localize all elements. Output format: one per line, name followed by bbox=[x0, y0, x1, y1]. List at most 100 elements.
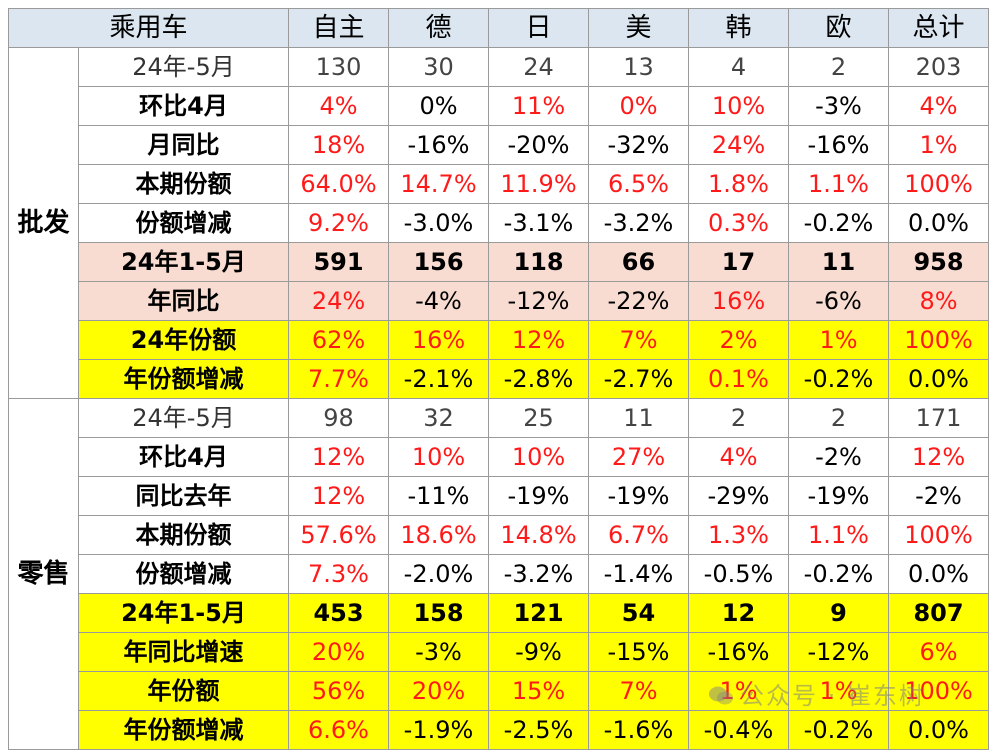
table-row: 批发 24年-5月 130 30 24 13 4 2 203 bbox=[8, 47, 989, 399]
row-label: 本期份额 bbox=[78, 164, 289, 204]
table-cell: 12 bbox=[688, 593, 789, 633]
table-cell: 6.6% bbox=[288, 710, 389, 750]
row-label: 24年份额 bbox=[78, 320, 289, 360]
table-cell: 1% bbox=[888, 125, 989, 165]
table-cell: 17 bbox=[688, 242, 789, 282]
table-cell: 16% bbox=[388, 320, 489, 360]
table-cell: -19% bbox=[588, 476, 689, 516]
table-cell: -1.6% bbox=[588, 710, 689, 750]
table-cell: -2.0% bbox=[388, 554, 489, 594]
table-cell: 11% bbox=[488, 86, 589, 126]
table-cell: 7.7% bbox=[288, 359, 389, 399]
table-cell: -3% bbox=[388, 632, 489, 672]
table-cell: -1.4% bbox=[588, 554, 689, 594]
table-row: 份额增减 9.2% -3.0% -3.1% -3.2% 0.3% -0.2% 0.0% bbox=[9, 203, 989, 243]
table-cell: 1% bbox=[788, 320, 889, 360]
row-label: 24年-5月 bbox=[78, 47, 289, 87]
row-label: 年同比 bbox=[78, 281, 289, 321]
table-cell: 54 bbox=[588, 593, 689, 633]
table-row: 年同比 24% -4% -12% -22% 16% -6% 8% bbox=[9, 281, 989, 321]
table-cell: 57.6% bbox=[288, 515, 389, 555]
table-cell: 158 bbox=[388, 593, 489, 633]
table-cell: 13 bbox=[588, 47, 689, 87]
table-cell: -15% bbox=[588, 632, 689, 672]
row-label: 环比4月 bbox=[78, 86, 289, 126]
table-cell: 0.0% bbox=[888, 554, 989, 594]
table-cell: 27% bbox=[588, 437, 689, 477]
table-cell: 98 bbox=[288, 398, 389, 438]
table-row: 环比4月 4% 0% 11% 0% 10% -3% 4% bbox=[9, 86, 989, 126]
group-label: 批发 bbox=[8, 47, 79, 399]
table-cell: -2.7% bbox=[588, 359, 689, 399]
table-cell: -3.1% bbox=[488, 203, 589, 243]
table-cell: 66 bbox=[588, 242, 689, 282]
table-row: 环比4月 12% 10% 10% 27% 4% -2% 12% bbox=[9, 437, 989, 477]
table-cell: 2 bbox=[788, 47, 889, 87]
table-row: 零售 24年-5月 98 32 25 11 2 2 171 bbox=[8, 398, 989, 750]
table-row: 24年1-5月 591 156 118 66 17 11 958 bbox=[9, 242, 989, 282]
table-cell: 12% bbox=[288, 437, 389, 477]
table-cell: 0% bbox=[588, 86, 689, 126]
data-table: 乘用车 自主 德 日 美 韩 欧 总计 批发 24年-5月 130 30 24 13 4 2 2… bbox=[8, 8, 989, 750]
table-row: 月同比 18% -16% -20% -32% 24% -16% 1% bbox=[9, 125, 989, 165]
table-cell: 1.1% bbox=[788, 164, 889, 204]
table-row: 24年1-5月 453 158 121 54 12 9 807 bbox=[9, 593, 989, 633]
table-cell: 203 bbox=[888, 47, 989, 87]
row-label: 24年1-5月 bbox=[78, 593, 289, 633]
row-label: 本期份额 bbox=[78, 515, 289, 555]
table-cell: 18.6% bbox=[388, 515, 489, 555]
table-cell: 0.1% bbox=[688, 359, 789, 399]
table-cell: 6.7% bbox=[588, 515, 689, 555]
table-cell: -16% bbox=[788, 125, 889, 165]
table-row: 本期份额 57.6% 18.6% 14.8% 6.7% 1.3% 1.1% 100% bbox=[9, 515, 989, 555]
table-cell: 12% bbox=[888, 437, 989, 477]
table-cell: 0.0% bbox=[888, 710, 989, 750]
table-cell: 0% bbox=[388, 86, 489, 126]
row-label: 年份额增减 bbox=[78, 359, 289, 399]
table-cell: -0.2% bbox=[788, 203, 889, 243]
row-label: 份额增减 bbox=[78, 203, 289, 243]
table-cell: 1% bbox=[688, 671, 789, 711]
table-row: 24年份额 62% 16% 12% 7% 2% 1% 100% bbox=[9, 320, 989, 360]
table-cell: 12% bbox=[288, 476, 389, 516]
row-label: 24年1-5月 bbox=[78, 242, 289, 282]
table-cell: 24 bbox=[488, 47, 589, 87]
table-cell: 100% bbox=[888, 671, 989, 711]
table-cell: 4% bbox=[688, 437, 789, 477]
table-cell: 24% bbox=[288, 281, 389, 321]
table-cell: 807 bbox=[888, 593, 989, 633]
table-body: 批发 24年-5月 130 30 24 13 4 2 203 环比4月 4% 0% 11% 0% 10% -3… bbox=[8, 47, 989, 750]
col-header: 欧 bbox=[788, 8, 889, 48]
table-cell: 18% bbox=[288, 125, 389, 165]
table-cell: 453 bbox=[288, 593, 389, 633]
col-header: 韩 bbox=[688, 8, 789, 48]
table-cell: -2.5% bbox=[488, 710, 589, 750]
table-cell: 118 bbox=[488, 242, 589, 282]
table-cell: -3.2% bbox=[588, 203, 689, 243]
table-cell: 100% bbox=[888, 515, 989, 555]
table-cell: -2% bbox=[788, 437, 889, 477]
table-cell: 1.1% bbox=[788, 515, 889, 555]
col-header: 自主 bbox=[288, 8, 389, 48]
table-row: 同比去年 12% -11% -19% -19% -29% -19% -2% bbox=[9, 476, 989, 516]
row-label: 年份额 bbox=[78, 671, 289, 711]
table-row: 年同比增速 20% -3% -9% -15% -16% -12% 6% bbox=[9, 632, 989, 672]
table-cell: 0.0% bbox=[888, 359, 989, 399]
table-cell: 4 bbox=[688, 47, 789, 87]
table-cell: -0.5% bbox=[688, 554, 789, 594]
table-cell: 2 bbox=[788, 398, 889, 438]
table-cell: 10% bbox=[388, 437, 489, 477]
table-cell: 15% bbox=[488, 671, 589, 711]
table-cell: -11% bbox=[388, 476, 489, 516]
row-label: 月同比 bbox=[78, 125, 289, 165]
row-label: 年同比增速 bbox=[78, 632, 289, 672]
table-row: 年份额 56% 20% 15% 7% 1% 1% 100% bbox=[9, 671, 989, 711]
table-cell: 12% bbox=[488, 320, 589, 360]
table-cell: 11 bbox=[588, 398, 689, 438]
table-cell: 56% bbox=[288, 671, 389, 711]
table-cell: 100% bbox=[888, 320, 989, 360]
group-label: 零售 bbox=[8, 398, 79, 750]
table-cell: -9% bbox=[488, 632, 589, 672]
table-cell: 32 bbox=[388, 398, 489, 438]
table-cell: 11.9% bbox=[488, 164, 589, 204]
